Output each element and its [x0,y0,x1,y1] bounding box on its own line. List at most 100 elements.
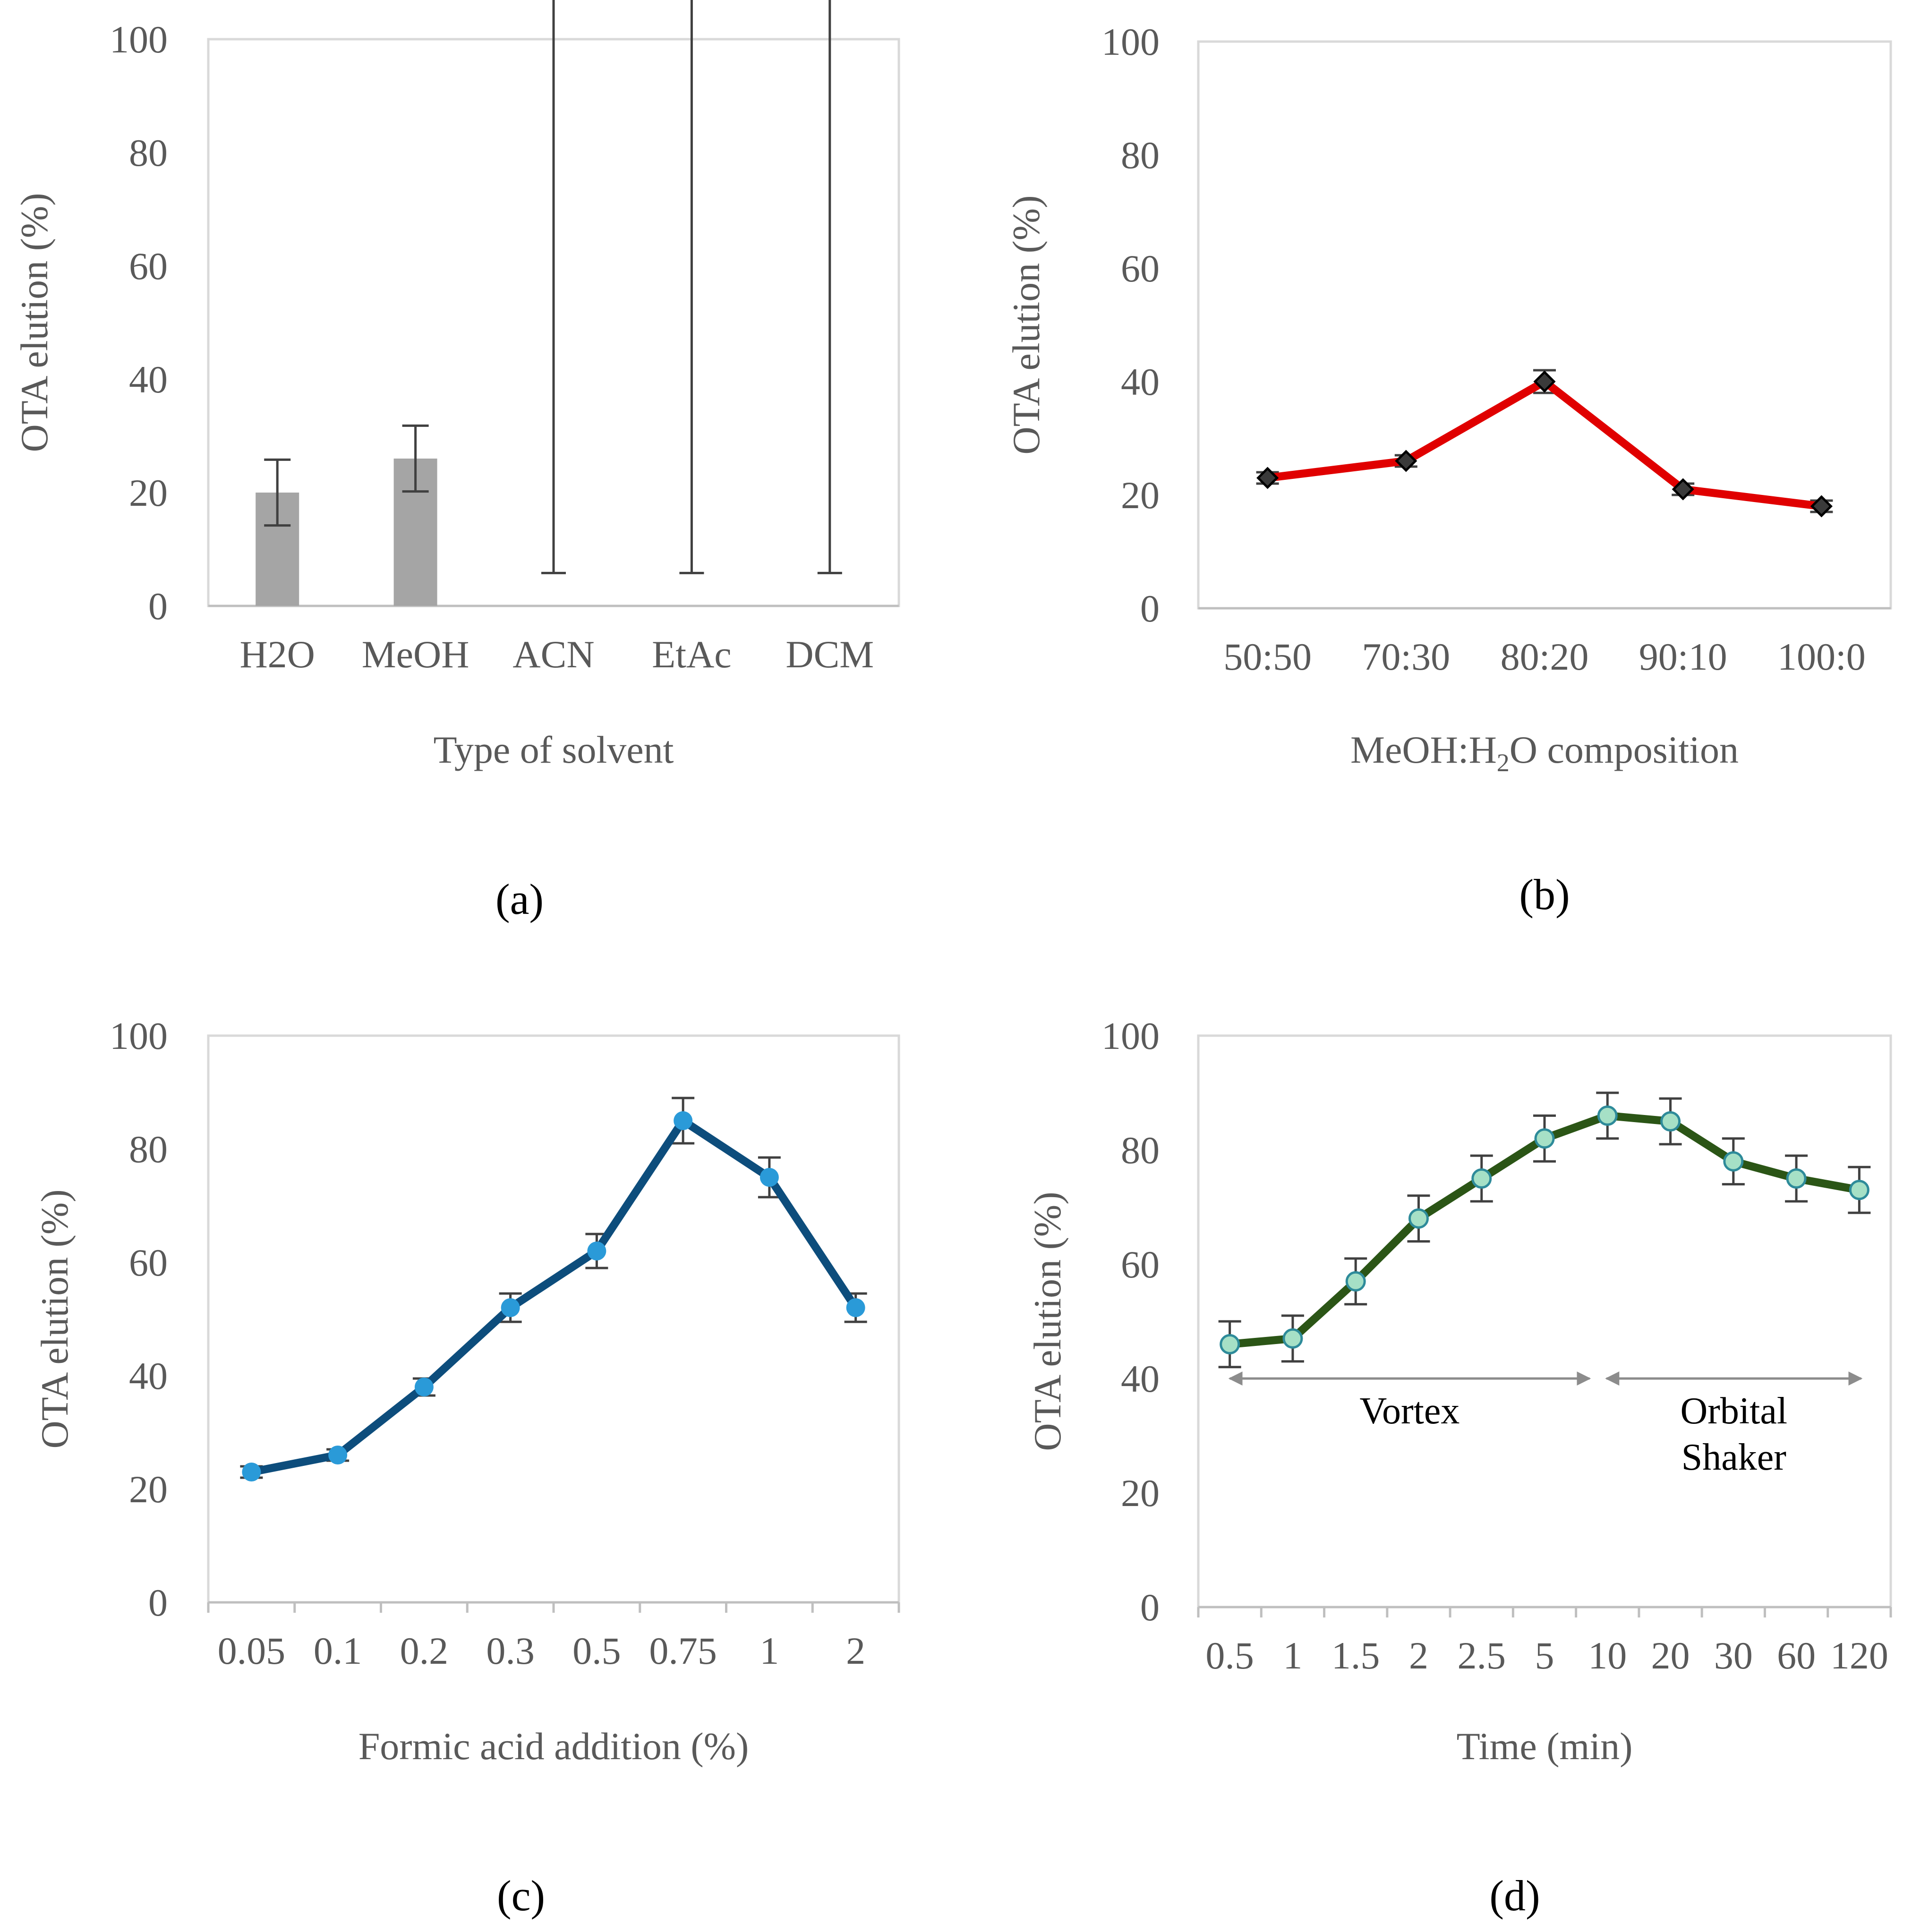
y-tick-label: 0 [148,585,168,628]
chart-panel-c: 0 20 40 60 80 100 OTA elution (%) (c) 0.05 0.1 0.2… [33,1014,900,1920]
y-tick-label: 100 [110,1014,168,1057]
data-point-0.3 [501,1298,520,1317]
x-axis-label: MeOH:H2O composition [1350,728,1739,777]
panel-label: (c) [497,1872,545,1920]
annotation-label: Vortex [1360,1390,1460,1432]
plot-frame [1197,40,1892,610]
data-point-90:10 [1672,478,1694,501]
chart-panel-b: 0 20 40 60 80 100 OTA elution (%) (b) 50:50 70:30… [1005,20,1892,919]
x-tick-label: 1 [1283,1634,1302,1677]
data-point-0.05 [242,1463,261,1481]
x-axis-label: Time (min) [1457,1725,1633,1768]
data-point-0.75 [674,1111,693,1130]
panel-label: (b) [1519,870,1570,919]
plot-frame [207,1034,900,1604]
y-axis-label: OTA elution (%) [13,193,56,452]
data-point-1 [1282,1328,1303,1349]
y-tick-label: 0 [1140,1586,1160,1629]
data-point-0.5 [587,1242,606,1260]
x-tick-label: 5 [1535,1634,1554,1677]
x-tick-label: 2 [846,1629,865,1672]
data-point-30 [1723,1151,1744,1172]
y-tick-label: 80 [1121,134,1160,177]
data-point-60 [1786,1168,1807,1189]
y-tick-label: 80 [129,1128,168,1171]
x-tick-label: 2.5 [1457,1634,1506,1677]
x-tick-label: 10 [1588,1634,1627,1677]
x-tick-label: 30 [1714,1634,1753,1677]
data-point-70:30 [1395,450,1417,472]
data-point-0.5 [1220,1334,1240,1354]
y-tick-label: 20 [129,471,168,514]
y-tick-label: 0 [148,1581,168,1624]
data-point-0.1 [328,1446,348,1464]
x-tick-label: 120 [1830,1634,1888,1677]
x-tick-label: 0.5 [1205,1634,1254,1677]
x-tick-label: ACN [512,633,594,676]
x-axis-label: Type of solvent [434,728,674,771]
x-tick-label: 0.1 [314,1629,362,1672]
data-point-2 [1408,1208,1429,1229]
y-axis-label: OTA elution (%) [33,1189,76,1448]
data-point-1.5 [1345,1271,1366,1292]
x-tick-label: 70:30 [1362,635,1450,678]
annotation-label: Orbital [1681,1390,1788,1432]
data-point-50:50 [1256,467,1279,489]
y-tick-label: 20 [1121,474,1160,517]
y-tick-label: 20 [1121,1472,1160,1515]
x-tick-label: 20 [1651,1634,1690,1677]
chart-panel-a: 0 20 40 60 80 100 OTA elution (%) (a) H2O MeOH ACN… [13,0,900,923]
panel-label: (d) [1489,1872,1540,1920]
series-line [247,1116,860,1476]
x-axis-label: Formic acid addition (%) [358,1725,749,1768]
y-axis-label: OTA elution (%) [1005,195,1048,454]
y-tick-label: 20 [129,1468,168,1511]
x-tick-label: 50:50 [1223,635,1312,678]
x-tick-label: H2O [239,633,315,676]
series-line [1263,377,1826,511]
x-tick-label: 0.75 [649,1629,717,1672]
x-tick-label: MeOH [362,633,469,676]
y-tick-label: 80 [129,131,168,174]
data-point-120 [1849,1180,1869,1200]
y-tick-label: 60 [1121,1243,1160,1286]
y-tick-label: 40 [1121,360,1160,403]
data-point-2.5 [1471,1168,1492,1189]
x-tick-label: 1 [760,1629,779,1672]
x-tick-label: DCM [785,633,874,676]
panel-label: (a) [495,875,544,923]
data-point-5 [1534,1128,1555,1149]
y-tick-label: 40 [129,1354,168,1397]
data-point-80:20 [1533,370,1556,393]
y-tick-label: 80 [1121,1129,1160,1172]
y-tick-label: 60 [129,245,168,288]
x-tick-label: EtAc [652,633,731,676]
y-axis-label: OTA elution (%) [1026,1192,1069,1451]
data-point-2 [846,1298,865,1317]
data-point-10 [1597,1105,1618,1126]
x-tick-label: 100:0 [1777,635,1866,678]
x-tick-label: 80:20 [1501,635,1589,678]
data-point-1 [760,1168,779,1187]
x-tick-label: 0.2 [400,1629,449,1672]
data-point-100:0 [1810,495,1833,518]
x-tick-label: 0.05 [218,1629,286,1672]
x-tick-label: 2 [1409,1634,1428,1677]
x-tick-label: 90:10 [1639,635,1727,678]
y-tick-label: 60 [129,1241,168,1284]
y-tick-label: 60 [1121,247,1160,290]
annotation-label: Shaker [1682,1437,1786,1478]
data-point-20 [1660,1111,1681,1132]
y-tick-label: 40 [1121,1357,1160,1400]
chart-panel-d: 0 20 40 60 80 100 OTA elution (%) (d) 0.5 1 1.5 2 2.… [1026,1014,1892,1920]
y-tick-label: 100 [1101,1014,1160,1057]
data-point-0.2 [414,1378,434,1396]
y-tick-label: 100 [1101,20,1160,63]
y-tick-label: 0 [1140,587,1160,630]
y-tick-label: 40 [129,358,168,401]
x-tick-label: 0.3 [486,1629,535,1672]
x-tick-label: 0.5 [572,1629,621,1672]
x-tick-label: 1.5 [1332,1634,1380,1677]
x-tick-label: 60 [1777,1634,1816,1677]
